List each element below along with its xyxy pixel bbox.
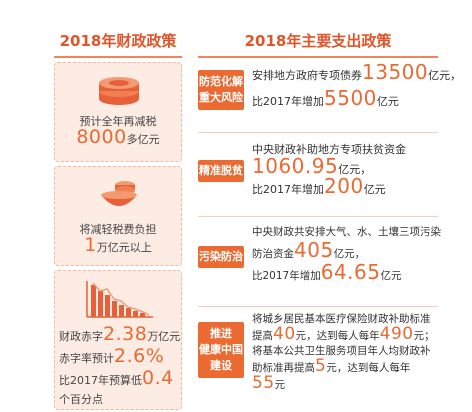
deficit-lower-label: 比2017年预算低 <box>59 374 142 387</box>
policy-unit: 亿元， <box>428 69 462 82</box>
policy-row-health: 推进 健康中国 建设 将城乡居民基本医疗保险财政补助标准 提高40元，达到每人每… <box>198 312 438 412</box>
policy-text: 助标准再提高 <box>252 362 315 374</box>
policy-text: 比2017年增加 <box>252 183 324 196</box>
policy-tag-line: 精准脱贫 <box>199 164 243 177</box>
tax-cut-value-line: 8000多亿元 <box>55 126 181 148</box>
policy-tag-risk: 防范化解 重大风险 <box>198 70 244 110</box>
row-divider <box>198 306 438 307</box>
policy-unit: 亿元 <box>363 183 386 196</box>
policy-tag-line: 重大风险 <box>199 91 243 104</box>
deficit-value: 2.38 <box>103 323 148 345</box>
policy-detail-risk: 安排地方政府专项债券13500亿元， 比2017年增加5500亿元 <box>252 62 461 110</box>
deficit-rate-value: 2.6% <box>114 345 165 367</box>
spending-policy-column: 2018年主要支出政策 防范化解 重大风险 安排地方政府专项债券13500亿元，… <box>198 28 461 398</box>
policy-unit: 亿元， <box>338 163 372 176</box>
deficit-lower-line: 比2017年预算低0.4 <box>59 367 185 389</box>
tax-cut-card: 预计全年再减税 8000多亿元 <box>54 62 182 162</box>
policy-text: 将城乡居民基本医疗保险财政补助标准 <box>252 313 431 325</box>
coins-stack-icon <box>99 77 139 105</box>
policy-value: 13500 <box>362 60 429 84</box>
policy-text: 将基本公共卫生服务项目年人均财政补 <box>252 345 431 357</box>
tax-cut-unit: 多亿元 <box>126 133 160 146</box>
policy-value: 55 <box>252 373 275 393</box>
policy-tag-line: 防范化解 <box>199 75 243 88</box>
policy-tag-line: 建设 <box>210 359 232 372</box>
policy-value: 1060.95 <box>252 154 339 178</box>
policy-value: 200 <box>324 174 364 198</box>
burden-unit: 万亿元以上 <box>96 241 152 254</box>
policy-detail-pollution: 中央财政共安排大气、水、土壤三项污染 防治资金405亿元， 比2017年增加64… <box>252 224 442 284</box>
row-divider <box>198 216 438 217</box>
policy-text: 比2017年增加 <box>252 270 321 282</box>
policy-text: 比2017年增加 <box>252 95 324 108</box>
policy-tag-line: 推进 <box>210 327 232 340</box>
burden-value: 1 <box>84 234 97 256</box>
policy-value: 64.65 <box>320 260 381 284</box>
deficit-lower-value: 0.4 <box>142 367 174 389</box>
burden-value-line: 1万亿元以上 <box>55 234 181 256</box>
tax-cut-value: 8000 <box>76 126 127 148</box>
policy-value: 405 <box>294 238 334 262</box>
policy-value: 490 <box>379 324 414 344</box>
row-divider <box>198 132 438 133</box>
policy-unit: 亿元 <box>380 270 402 282</box>
policy-unit: 元； <box>413 330 435 342</box>
policy-detail-poverty: 中央财政补助地方专项扶贫资金 1060.95亿元， 比2017年增加200亿元 <box>252 142 442 198</box>
policy-unit: 元，达到每人每年 <box>295 330 380 342</box>
declining-bar-chart-icon <box>86 281 153 318</box>
policy-detail-health: 将城乡居民基本医疗保险财政补助标准 提高40元，达到每人每年490元； 将基本公… <box>252 312 442 393</box>
bowl-coins-icon <box>101 181 137 206</box>
deficit-card: 财政赤字2.38万亿元 赤字率预计2.6% 比2017年预算低0.4 个百分点 <box>54 270 182 410</box>
deficit-line: 财政赤字2.38万亿元 <box>59 323 185 345</box>
policy-unit: 亿元， <box>333 248 366 260</box>
policy-value: 5 <box>315 356 327 376</box>
policy-text: 防治资金 <box>252 248 294 260</box>
policy-row-poverty: 精准脱贫 中央财政补助地方专项扶贫资金 1060.95亿元， 比2017年增加2… <box>198 140 438 212</box>
policy-row-risk: 防范化解 重大风险 安排地方政府专项债券13500亿元， 比2017年增加550… <box>198 60 461 128</box>
left-column-title: 2018年财政政策 <box>54 28 182 58</box>
tax-cut-label: 预计全年再减税 <box>79 115 157 128</box>
deficit-rate-label: 赤字率预计 <box>59 352 114 365</box>
deficit-lower-unit: 个百分点 <box>59 393 103 406</box>
policy-text: 提高 <box>252 330 273 342</box>
policy-tag-line: 健康中国 <box>199 343 243 356</box>
policy-unit: 元 <box>274 379 286 391</box>
deficit-label: 财政赤字 <box>59 330 103 343</box>
policy-tag-poverty: 精准脱贫 <box>198 160 244 182</box>
policy-text: 安排地方政府专项债券 <box>252 69 362 82</box>
policy-tag-health: 推进 健康中国 建设 <box>198 322 244 378</box>
policy-unit: 亿元 <box>376 95 399 108</box>
policy-unit: 元，达到每人每年 <box>326 362 411 374</box>
fiscal-policy-column: 2018年财政政策 预计全年再减税 8000多亿元 将减轻税费负担 1万亿元以上 <box>54 28 182 410</box>
policy-row-pollution: 污染防治 中央财政共安排大气、水、土壤三项污染 防治资金405亿元， 比2017… <box>198 224 441 308</box>
deficit-unit: 万亿元 <box>147 330 181 343</box>
policy-tag-pollution: 污染防治 <box>198 246 244 268</box>
policy-text: 中央财政共安排大气、水、土壤三项污染 <box>252 226 441 238</box>
policy-value: 5500 <box>324 86 377 110</box>
policy-value: 40 <box>273 324 296 344</box>
burden-card: 将减轻税费负担 1万亿元以上 <box>54 166 182 266</box>
policy-text: 中央财政补助地方专项扶贫资金 <box>252 143 406 156</box>
policy-tag-line: 污染防治 <box>199 250 243 263</box>
deficit-rate-line: 赤字率预计2.6% <box>59 345 185 367</box>
burden-label: 将减轻税费负担 <box>79 223 157 236</box>
right-column-title: 2018年主要支出政策 <box>198 28 438 58</box>
